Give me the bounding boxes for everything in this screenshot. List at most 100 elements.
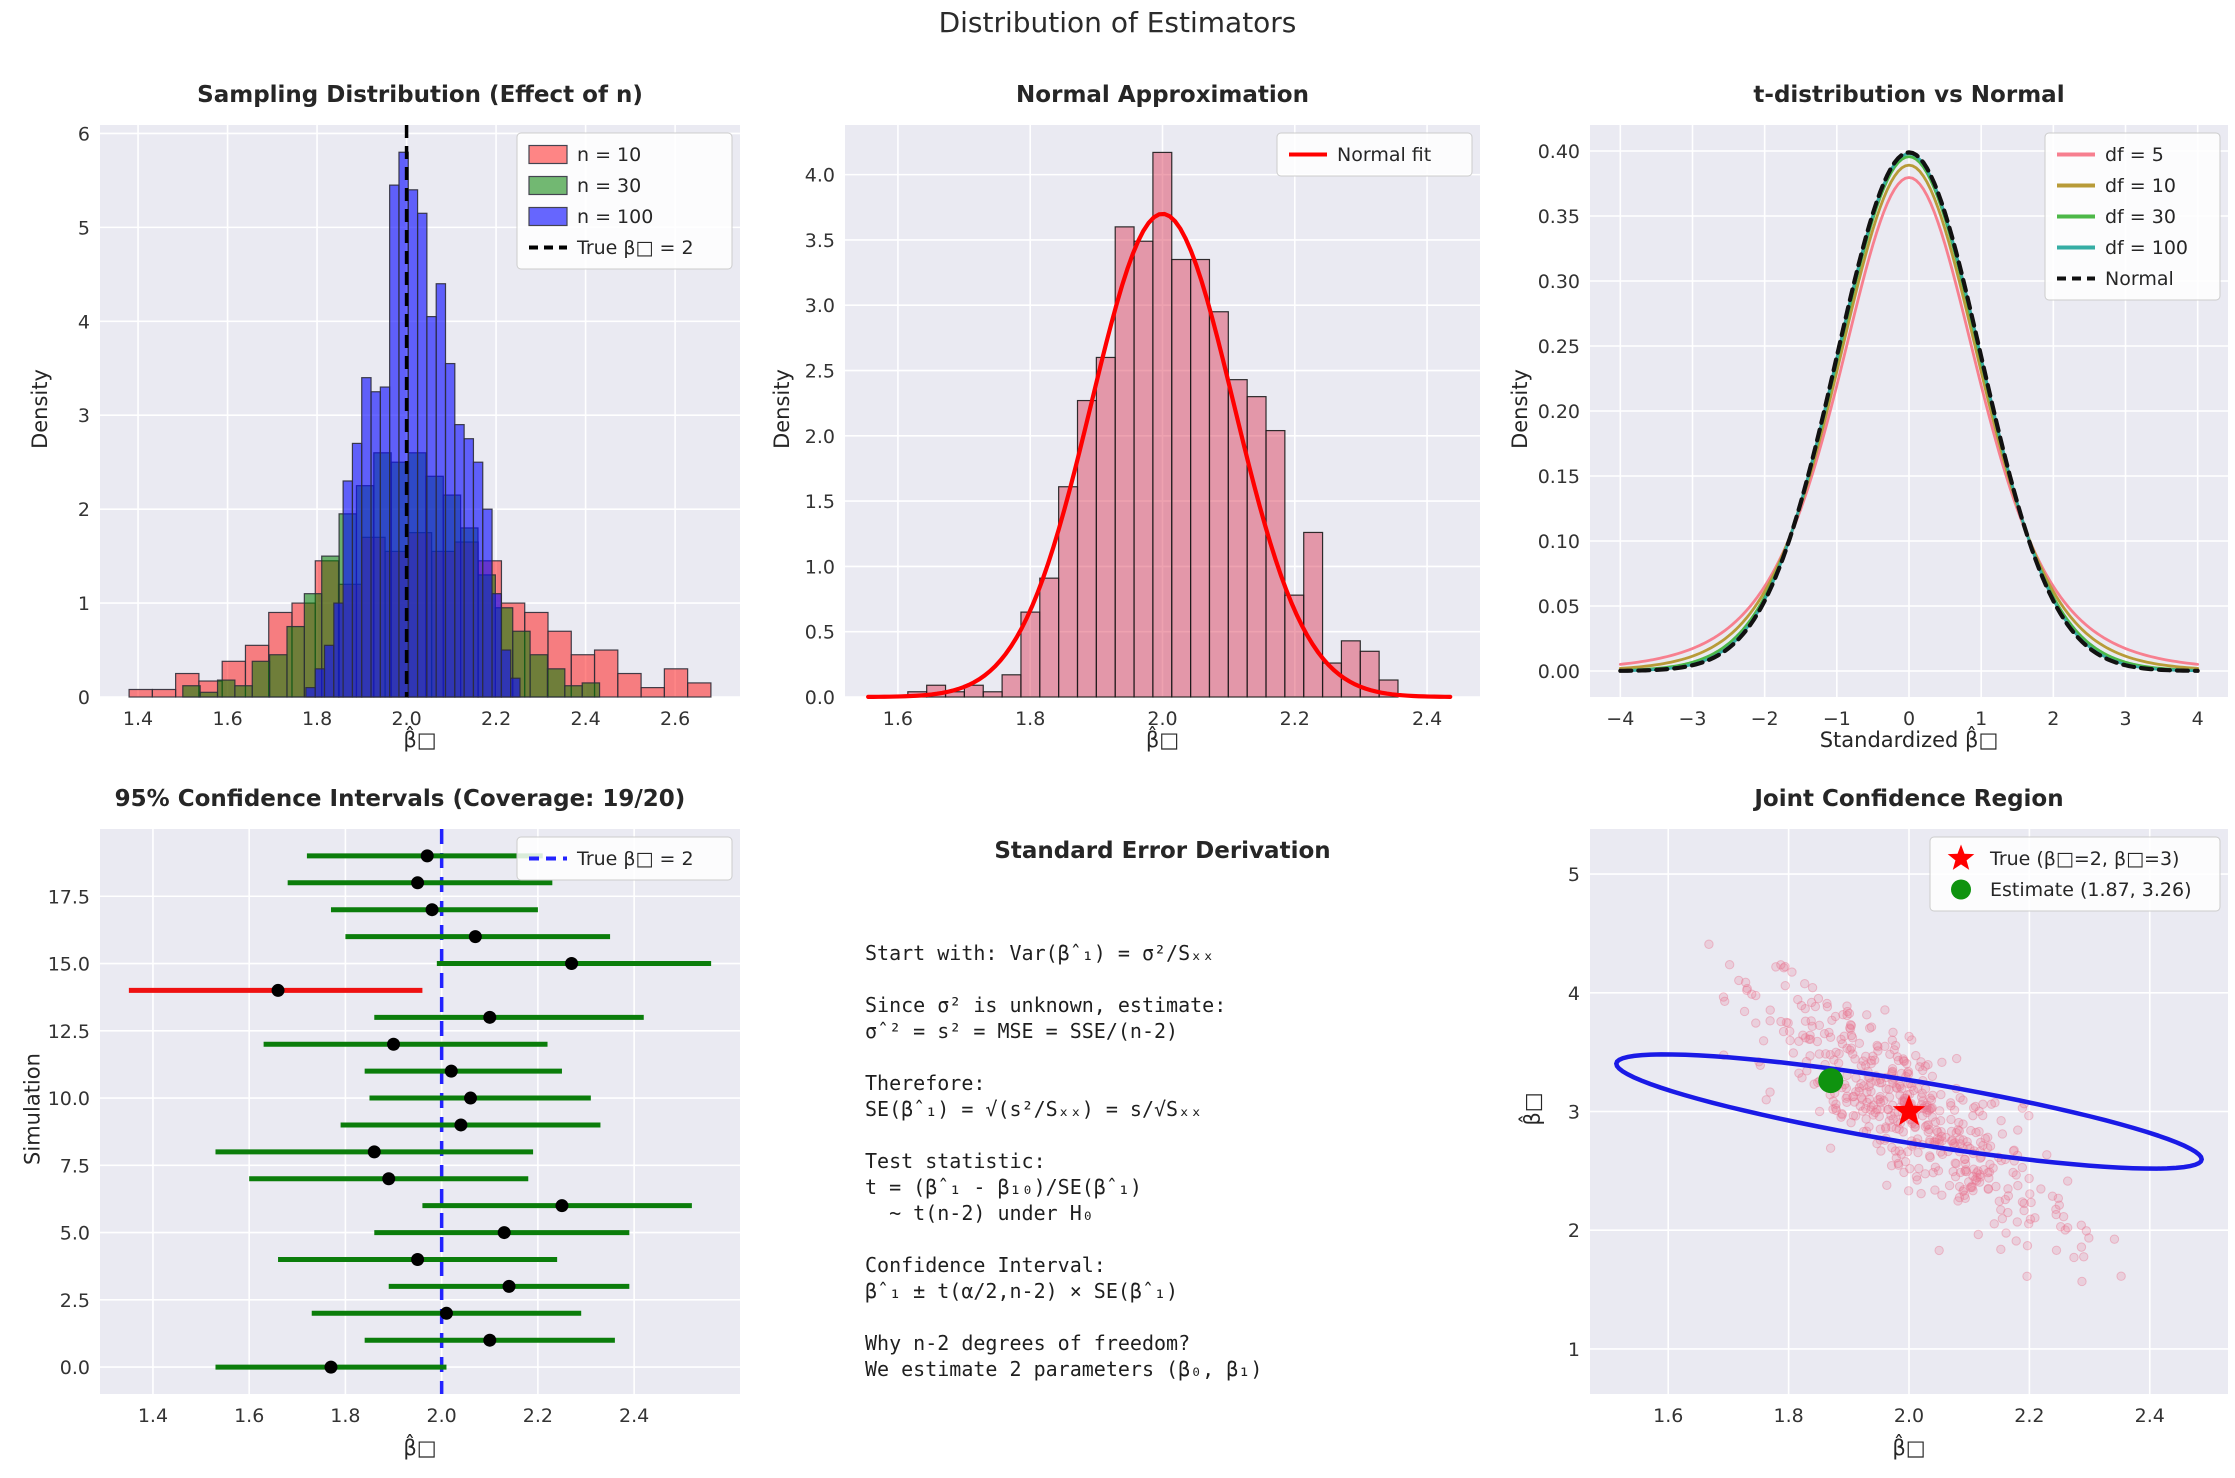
curve-df=5 (1618, 176, 2200, 666)
normal-fit-curve (866, 211, 1453, 700)
y-tick-label: 0.40 (1538, 141, 1580, 163)
y-tick-label: 0.20 (1538, 401, 1580, 423)
legend-label: True β□ = 2 (576, 848, 694, 870)
y-tick-label: 5 (1568, 864, 1580, 886)
y-tick-label: 2 (1568, 1220, 1580, 1242)
tdist-vs-normal-chart: −4 −3 −2 −1 0 1 2 3 4 0.00 0.05 0.10 0.15 0.20 0.25 0.3… (1538, 125, 2228, 730)
x-tick-label: −1 (1823, 708, 1851, 730)
curve-df=10 (1618, 163, 2200, 670)
curve-df=30 (1618, 155, 2200, 672)
y-tick-label: 5 (78, 217, 90, 239)
y-tick-label: 1.0 (805, 556, 835, 578)
y-tick-label: 3 (1568, 1102, 1580, 1124)
confidence-intervals (128, 849, 712, 1374)
y-tick-label: 1 (78, 593, 90, 615)
legend-label: Normal (2105, 268, 2174, 290)
ci-point-estimate (497, 1226, 511, 1240)
x-tick-label: 1.8 (302, 708, 332, 730)
xlabel-ci: β̂□ (403, 1436, 437, 1460)
ci-point-estimate (367, 1145, 381, 1159)
y-tick-label: 1.5 (805, 491, 835, 513)
x-tick-label: 2.4 (1412, 708, 1442, 730)
y-tick-label: 0.30 (1538, 271, 1580, 293)
y-tick-label: 0.10 (1538, 531, 1580, 553)
ci-point-estimate (382, 1172, 396, 1186)
subplot-title-normal-approximation: Normal Approximation (1016, 82, 1309, 108)
x-tick-label: 2.2 (1280, 708, 1310, 730)
xlabel-normal-approx: β̂□ (1145, 728, 1180, 752)
ci-point-estimate (555, 1199, 569, 1213)
ci-point-estimate (454, 1118, 468, 1132)
x-tick-label: 1.6 (883, 708, 913, 730)
y-tick-label: 12.5 (48, 1021, 90, 1043)
subplot-title-confidence-intervals: 95% Confidence Intervals (Coverage: 19/2… (114, 786, 686, 812)
y-tick-label: 2.5 (60, 1290, 90, 1312)
derivation-text: Start with: Var(βˆ₁) = σ²/Sₓₓ Since σ² i… (865, 941, 1263, 1381)
subplot-title-joint-region: Joint Confidence Region (1754, 786, 2064, 812)
legend-label: Estimate (1.87, 3.26) (1990, 879, 2191, 901)
x-tick-label: 2.0 (1147, 708, 1177, 730)
legend-label: df = 30 (2105, 206, 2176, 228)
y-tick-label: 7.5 (60, 1155, 90, 1177)
legend: True β□ = 2 (516, 836, 733, 881)
x-tick-label: 1.8 (1774, 1405, 1804, 1427)
ci-point-estimate (387, 1037, 401, 1051)
y-tick-label: 0.25 (1538, 336, 1580, 358)
ci-point-estimate (565, 957, 579, 971)
ci-point-estimate (439, 1306, 453, 1320)
legend-label: True (β□=2, β□=3) (1989, 848, 2179, 870)
y-tick-label: 15.0 (48, 954, 90, 976)
true-value-star (1892, 1094, 1926, 1126)
legend: Normal fit (1276, 132, 1473, 177)
ci-point-estimate (271, 983, 285, 997)
legend-label: df = 5 (2105, 144, 2164, 166)
ci-point-estimate (324, 1360, 338, 1374)
ci-point-estimate (468, 930, 482, 944)
subplot-title-derivation: Standard Error Derivation (994, 838, 1331, 864)
x-tick-label: 2.0 (427, 1405, 457, 1427)
y-tick-label: 5.0 (60, 1223, 90, 1245)
ci-point-estimate (411, 876, 425, 890)
confidence-intervals-chart: 1.4 1.6 1.8 2.0 2.2 2.4 0.0 2.5 5.0 7.5 10.0 12.5 15… (48, 829, 740, 1427)
histogram-series (305, 151, 521, 698)
y-tick-label: 0.0 (60, 1357, 90, 1379)
x-tick-label: 2.2 (523, 1405, 553, 1427)
y-tick-label: 3.5 (805, 230, 835, 252)
y-tick-label: 0.5 (805, 622, 835, 644)
y-tick-label: 10.0 (48, 1088, 90, 1110)
y-tick-label: 0.35 (1538, 206, 1580, 228)
axes-background (100, 829, 740, 1394)
y-tick-label: 2.5 (805, 361, 835, 383)
x-tick-label: −2 (1751, 708, 1779, 730)
x-tick-label: 3 (2119, 708, 2131, 730)
normal-approximation-chart: 1.6 1.8 2.0 2.2 2.4 0.0 0.5 1.0 1.5 2.0 2.5 3.0 3.5 4… (805, 125, 1480, 730)
legend-label: True β□ = 2 (576, 237, 694, 259)
x-tick-label: 1.8 (330, 1405, 360, 1427)
estimate-marker (1818, 1068, 1844, 1094)
x-tick-label: 2.6 (660, 708, 690, 730)
x-tick-label: −3 (1678, 708, 1706, 730)
legend-label: n = 30 (577, 175, 641, 197)
y-tick-label: 0.05 (1538, 596, 1580, 618)
x-tick-label: 1.4 (123, 708, 153, 730)
ci-point-estimate (502, 1279, 516, 1293)
y-tick-label: 0.0 (805, 687, 835, 709)
y-tick-label: 0 (78, 687, 90, 709)
x-tick-label: 1.6 (234, 1405, 264, 1427)
legend: True (β□=2, β□=3) Estimate (1.87, 3.26) (1929, 836, 2221, 912)
ci-point-estimate (483, 1010, 497, 1024)
x-tick-label: 1.6 (1653, 1405, 1683, 1427)
x-tick-label: 2.4 (570, 708, 600, 730)
y-tick-label: 1 (1568, 1339, 1580, 1361)
x-tick-label: −4 (1606, 708, 1634, 730)
y-tick-label: 4 (1568, 983, 1580, 1005)
joint-confidence-region-chart: 1.6 1.8 2.0 2.2 2.4 1 2 3 4 5 True (β□=2, β□=3) Est… (1568, 829, 2228, 1427)
legend-label: n = 100 (577, 206, 653, 228)
x-tick-label: 1.4 (138, 1405, 168, 1427)
ci-point-estimate (464, 1091, 478, 1105)
ci-point-estimate (425, 903, 439, 917)
x-tick-label: 1.6 (212, 708, 242, 730)
ci-point-estimate (420, 849, 434, 863)
x-tick-label: 4 (2192, 708, 2204, 730)
x-tick-label: 2.0 (1894, 1405, 1924, 1427)
